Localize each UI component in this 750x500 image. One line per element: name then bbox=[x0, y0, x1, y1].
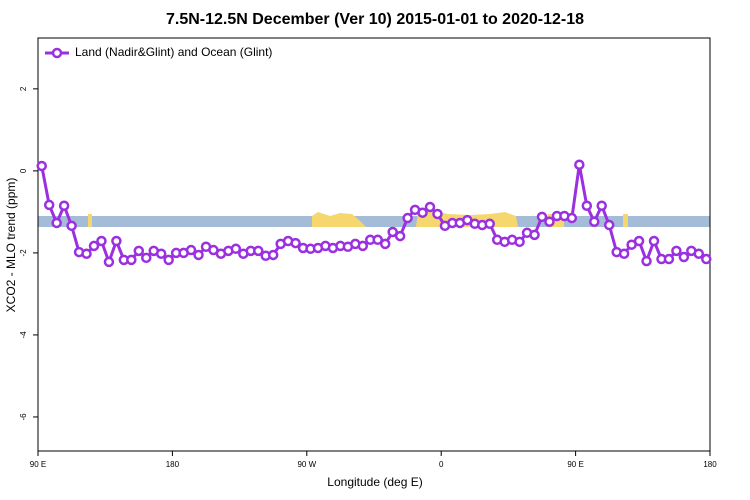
x-tick-label: 90 E bbox=[567, 460, 583, 469]
point bbox=[379, 238, 391, 250]
point bbox=[66, 220, 77, 232]
x-tick-label: 90 E bbox=[30, 460, 46, 469]
point bbox=[88, 240, 100, 252]
point bbox=[581, 200, 593, 211]
point bbox=[387, 226, 398, 238]
point bbox=[402, 212, 413, 224]
point bbox=[641, 255, 652, 267]
point bbox=[432, 208, 443, 220]
point bbox=[253, 245, 264, 257]
y-tick-label: -2 bbox=[19, 249, 28, 257]
point bbox=[484, 218, 495, 230]
point bbox=[529, 229, 540, 241]
y-axis-label: XCO2 - MLO trend (ppm) bbox=[4, 178, 18, 313]
chart-title: 7.5N-12.5N December (Ver 10) 2015-01-01 … bbox=[166, 11, 584, 28]
point bbox=[417, 207, 428, 218]
point bbox=[678, 251, 690, 263]
point bbox=[81, 248, 92, 259]
point bbox=[103, 256, 115, 268]
y-tick-label: -4 bbox=[19, 331, 28, 339]
point bbox=[589, 216, 600, 227]
point bbox=[267, 249, 279, 261]
point bbox=[141, 252, 152, 264]
y-tick-label: 0 bbox=[19, 168, 28, 173]
point bbox=[603, 219, 615, 231]
point bbox=[58, 200, 70, 211]
x-tick-label: 0 bbox=[439, 460, 444, 469]
point bbox=[618, 248, 630, 259]
point bbox=[574, 159, 585, 170]
legend-marker bbox=[51, 47, 63, 59]
point bbox=[43, 199, 55, 211]
point bbox=[133, 245, 145, 257]
point bbox=[126, 254, 137, 266]
y-tick-label: 2 bbox=[19, 86, 28, 91]
y-tick-label: -6 bbox=[19, 413, 28, 421]
point bbox=[51, 217, 62, 229]
point bbox=[163, 254, 174, 266]
point bbox=[663, 253, 675, 265]
point bbox=[671, 245, 682, 257]
point bbox=[566, 212, 578, 224]
x-tick-label: 90 W bbox=[297, 460, 316, 469]
point bbox=[394, 230, 406, 242]
point bbox=[536, 211, 548, 223]
point bbox=[693, 248, 705, 259]
point bbox=[424, 201, 436, 213]
legend-label: Land (Nadir&Glint) and Ocean (Glint) bbox=[75, 45, 272, 59]
x-tick-label: 180 bbox=[166, 460, 180, 469]
plot-frame bbox=[37, 37, 711, 452]
point bbox=[596, 200, 607, 211]
point bbox=[544, 216, 555, 227]
point bbox=[36, 160, 47, 172]
point bbox=[648, 235, 660, 247]
point bbox=[701, 253, 712, 265]
point bbox=[155, 248, 167, 259]
x-tick-label: 180 bbox=[703, 460, 717, 469]
point bbox=[111, 235, 122, 247]
point bbox=[193, 249, 204, 261]
point bbox=[514, 236, 525, 248]
point bbox=[290, 237, 301, 249]
point bbox=[633, 235, 645, 247]
point bbox=[230, 243, 242, 255]
point bbox=[372, 234, 383, 246]
point bbox=[185, 244, 197, 256]
x-axis-label: Longitude (deg E) bbox=[327, 475, 422, 489]
point bbox=[357, 240, 369, 252]
latitude-band bbox=[38, 216, 710, 227]
point bbox=[96, 235, 107, 247]
